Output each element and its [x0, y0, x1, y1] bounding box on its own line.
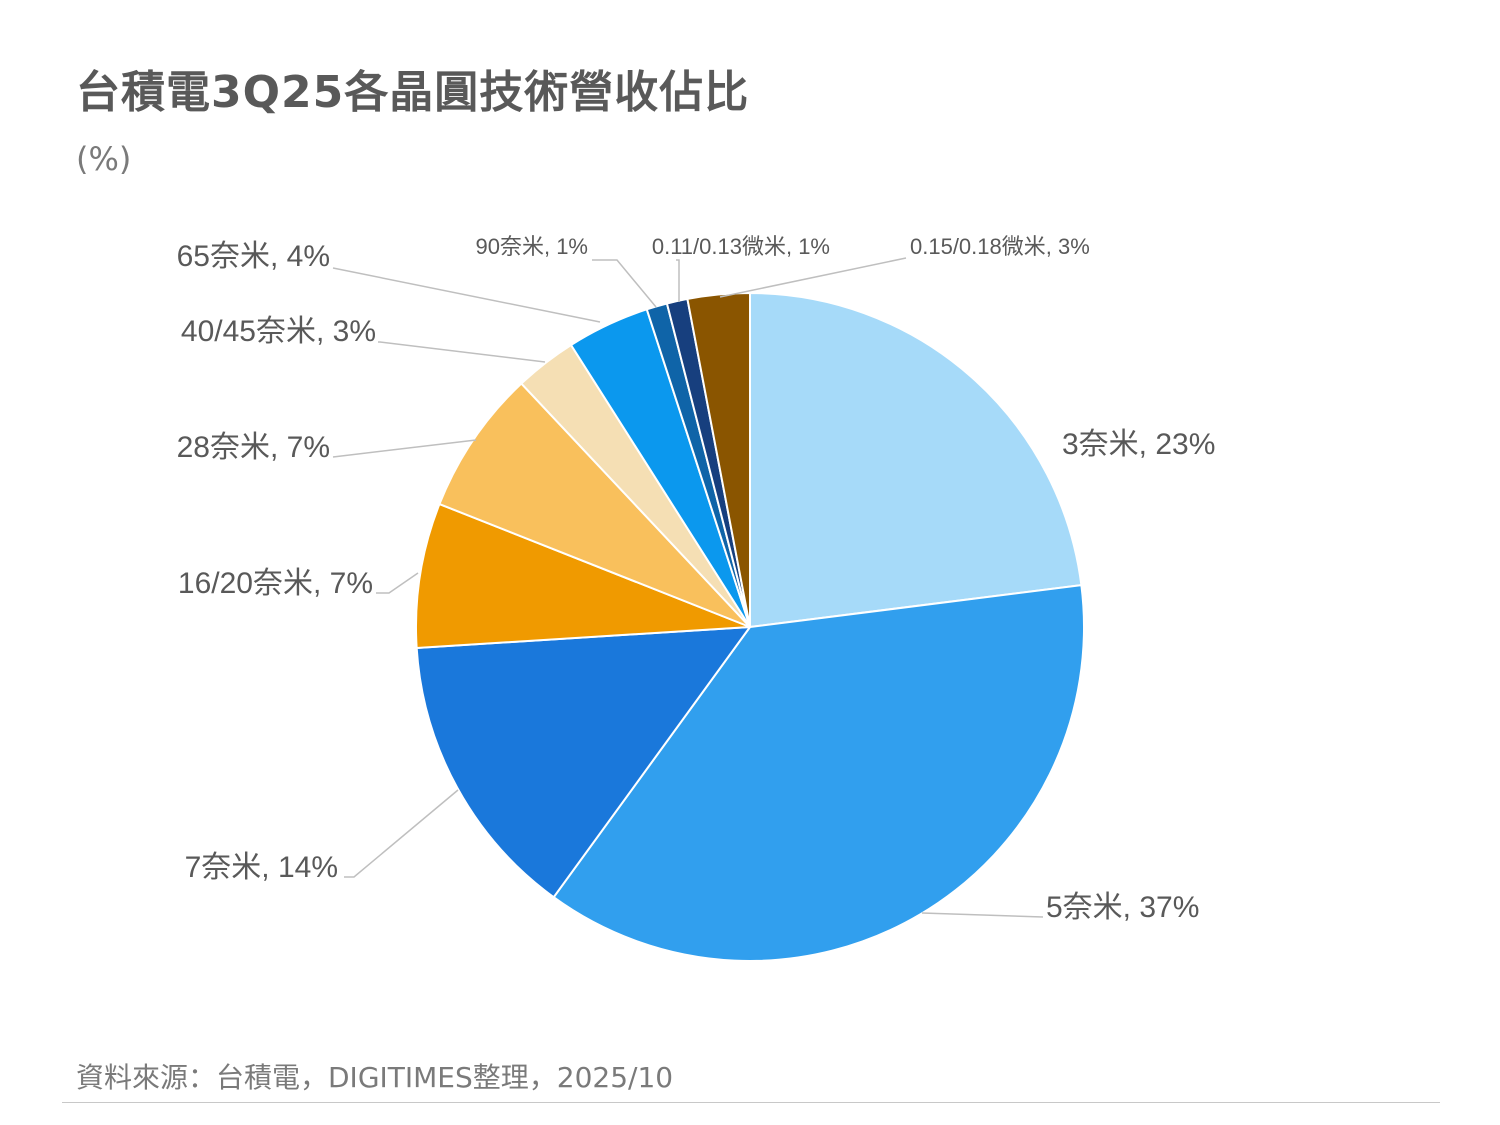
- slice-label: 90奈米, 1%: [476, 234, 589, 259]
- slice-label: 65奈米, 4%: [177, 240, 330, 273]
- leader-line: [332, 439, 477, 458]
- slice-label: 28奈米, 7%: [177, 431, 330, 464]
- chart-title: 台積電3Q25各晶圓技術營收佔比: [76, 67, 750, 118]
- chart-unit: (%): [76, 140, 132, 178]
- slice-label: 3奈米, 23%: [1062, 428, 1215, 461]
- footer-divider: [62, 1102, 1440, 1103]
- pie-slice: [415, 502, 751, 650]
- pie-slice: [415, 625, 753, 899]
- slice-label: 16/20奈米, 7%: [178, 567, 373, 600]
- source-note: 資料來源：台積電，DIGITIMES整理，2025/10: [76, 1061, 674, 1094]
- leader-lines: [332, 257, 1044, 918]
- leader-line: [676, 259, 680, 302]
- pie-slices: [415, 291, 1085, 962]
- leader-line: [378, 341, 546, 363]
- slice-label: 0.15/0.18微米, 3%: [910, 234, 1090, 259]
- pie-slice: [686, 291, 751, 628]
- pie-slice: [438, 382, 751, 628]
- leader-line: [376, 572, 419, 594]
- leader-line: [921, 912, 1044, 918]
- slice-label: 7奈米, 14%: [185, 851, 338, 884]
- slice-label: 0.11/0.13微米, 1%: [652, 234, 830, 259]
- slice-label: 40/45奈米, 3%: [181, 315, 376, 348]
- pie-slice: [749, 291, 1083, 629]
- pie-slice: [552, 584, 1085, 962]
- leader-line: [719, 257, 907, 298]
- leader-line: [592, 259, 657, 308]
- leader-line: [344, 789, 459, 878]
- slice-label: 5奈米, 37%: [1046, 891, 1199, 924]
- slice-labels: 3奈米, 23% 5奈米, 37% 7奈米, 14% 16/20奈米, 7% 28奈米,…: [177, 234, 1216, 924]
- leader-line: [332, 267, 601, 323]
